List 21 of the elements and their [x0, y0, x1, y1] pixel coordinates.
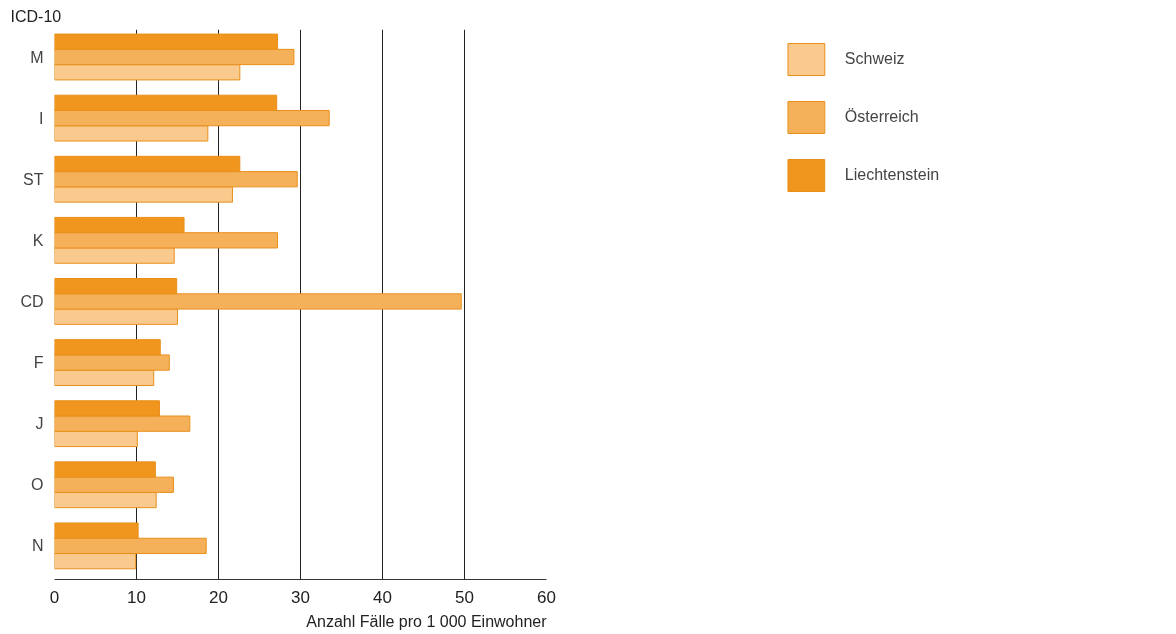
- y-axis-title: ICD-10: [10, 7, 62, 25]
- x-tick-label: 10: [127, 587, 146, 607]
- x-tick-label: 30: [291, 587, 310, 607]
- y-tick-label: O: [31, 476, 44, 494]
- x-tick-label: 0: [49, 587, 60, 607]
- x-tick-label: 60: [537, 587, 556, 607]
- x-tick-label: 20: [209, 587, 228, 607]
- legend-label: Österreich: [844, 108, 919, 126]
- legend-label: Liechtenstein: [844, 166, 940, 184]
- y-tick-label: ST: [23, 170, 44, 188]
- y-tick-label: I: [39, 109, 44, 127]
- legend-label: Schweiz: [844, 50, 905, 68]
- x-axis-title: Anzahl Fälle pro 1 000 Einwohner: [306, 612, 548, 630]
- y-tick-label: M: [30, 48, 44, 66]
- y-tick-label: F: [33, 354, 44, 372]
- y-tick-label: J: [35, 415, 44, 433]
- y-tick-label: N: [31, 537, 44, 555]
- y-tick-label: K: [32, 231, 44, 249]
- x-tick-label: 50: [455, 587, 474, 607]
- y-tick-label: CD: [20, 292, 44, 310]
- x-tick-label: 40: [373, 587, 392, 607]
